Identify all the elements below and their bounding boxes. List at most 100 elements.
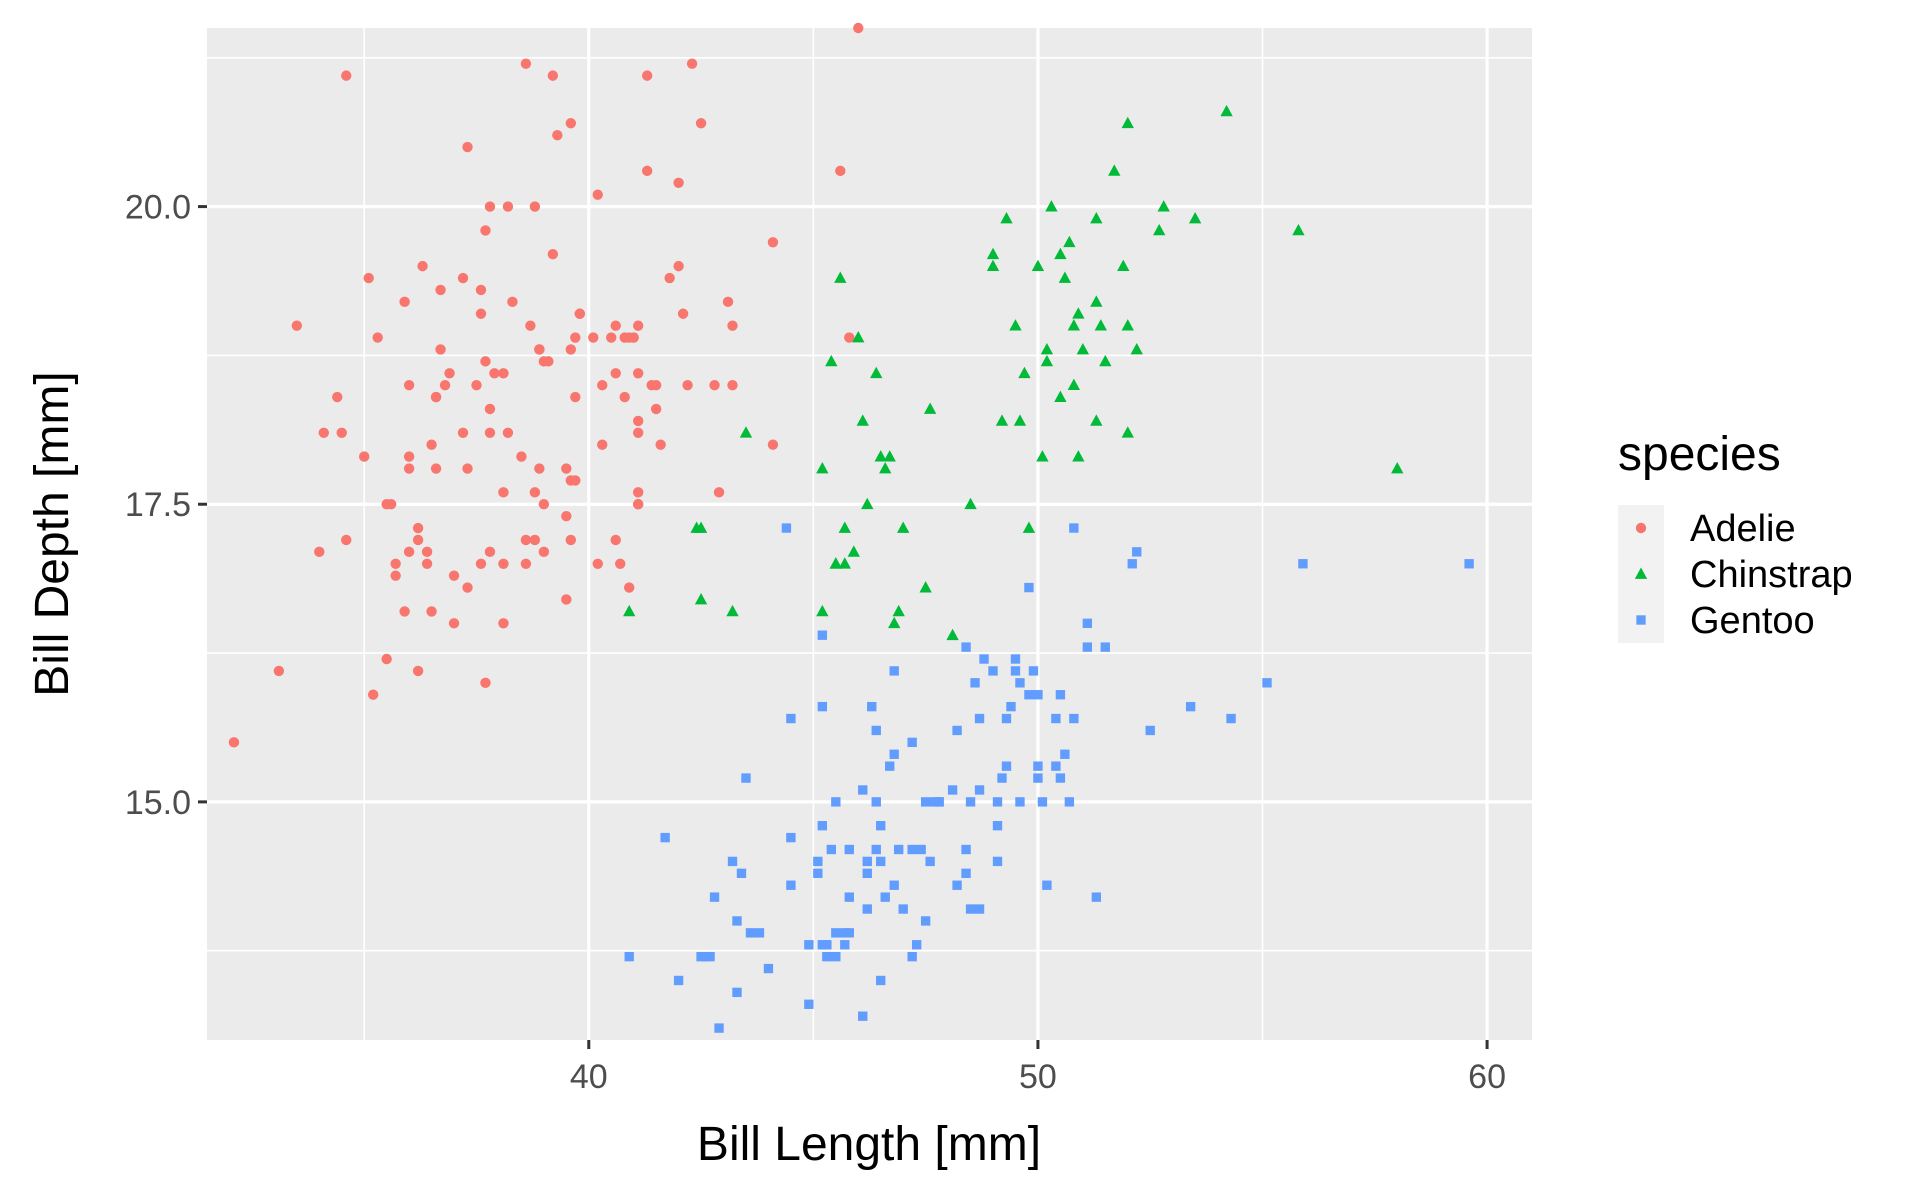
point-gentoo bbox=[885, 761, 895, 771]
point-adelie bbox=[318, 427, 329, 438]
point-gentoo bbox=[705, 951, 715, 962]
point-adelie bbox=[570, 391, 581, 403]
point-gentoo bbox=[871, 725, 881, 736]
point-adelie bbox=[650, 403, 662, 415]
point-adelie bbox=[502, 201, 514, 212]
point-gentoo bbox=[858, 1011, 868, 1021]
series-adelie bbox=[228, 22, 864, 748]
point-adelie bbox=[314, 546, 325, 558]
point-adelie bbox=[332, 391, 343, 403]
point-adelie bbox=[610, 534, 621, 546]
point-gentoo bbox=[1132, 547, 1142, 557]
series-gentoo bbox=[624, 523, 1474, 1033]
point-adelie bbox=[520, 558, 532, 569]
point-gentoo bbox=[1024, 690, 1034, 700]
point-adelie bbox=[421, 558, 433, 569]
point-gentoo bbox=[1001, 761, 1012, 771]
point-adelie bbox=[498, 368, 509, 379]
point-gentoo bbox=[1033, 690, 1043, 700]
point-adelie bbox=[336, 427, 347, 438]
point-gentoo bbox=[1298, 559, 1308, 569]
point-adelie bbox=[273, 665, 285, 677]
point-chinstrap bbox=[995, 414, 1009, 426]
point-adelie bbox=[403, 463, 415, 474]
point-chinstrap bbox=[1072, 307, 1085, 319]
point-chinstrap bbox=[1220, 104, 1233, 117]
point-gentoo bbox=[961, 642, 971, 652]
point-adelie bbox=[439, 379, 451, 391]
point-adelie bbox=[632, 368, 644, 379]
point-adelie bbox=[561, 463, 572, 474]
point-gentoo bbox=[952, 725, 962, 736]
point-chinstrap bbox=[1117, 259, 1130, 271]
point-chinstrap bbox=[923, 402, 937, 414]
point-adelie bbox=[722, 296, 734, 308]
point-adelie bbox=[399, 606, 410, 617]
legend-marker-gentoo bbox=[1636, 615, 1646, 625]
point-gentoo bbox=[1100, 642, 1110, 652]
point-adelie bbox=[507, 296, 518, 308]
point-gentoo bbox=[727, 856, 738, 867]
point-adelie bbox=[538, 546, 550, 558]
point-gentoo bbox=[1033, 773, 1043, 783]
point-adelie bbox=[480, 225, 491, 236]
point-adelie bbox=[372, 332, 383, 343]
point-gentoo bbox=[916, 844, 926, 855]
point-gentoo bbox=[876, 975, 886, 986]
point-adelie bbox=[426, 439, 437, 450]
point-chinstrap bbox=[888, 616, 901, 629]
point-gentoo bbox=[979, 654, 989, 664]
point-gentoo bbox=[1145, 725, 1155, 736]
point-gentoo bbox=[822, 951, 832, 962]
point-chinstrap bbox=[739, 426, 753, 438]
point-gentoo bbox=[1127, 559, 1137, 569]
point-adelie bbox=[367, 689, 379, 700]
point-adelie bbox=[498, 558, 509, 569]
point-gentoo bbox=[970, 678, 980, 688]
point-chinstrap bbox=[919, 581, 932, 593]
x-tick-labels: 40 50 60 bbox=[570, 1058, 1506, 1096]
point-adelie bbox=[673, 260, 684, 272]
point-chinstrap bbox=[1040, 354, 1054, 367]
point-gentoo bbox=[831, 951, 841, 962]
y-tick-label: 17.5 bbox=[125, 486, 191, 524]
point-adelie bbox=[606, 332, 617, 343]
point-chinstrap bbox=[1018, 366, 1031, 379]
point-gentoo bbox=[844, 844, 854, 855]
point-gentoo bbox=[965, 797, 976, 807]
series-chinstrap bbox=[623, 104, 1404, 641]
point-chinstrap bbox=[1157, 200, 1170, 212]
point-gentoo bbox=[1033, 761, 1043, 771]
point-adelie bbox=[462, 463, 473, 474]
point-gentoo bbox=[907, 737, 917, 748]
point-gentoo bbox=[826, 844, 837, 855]
point-chinstrap bbox=[1121, 426, 1134, 438]
point-gentoo bbox=[947, 785, 958, 795]
y-tick-label: 20.0 bbox=[125, 189, 191, 227]
point-chinstrap bbox=[1090, 414, 1103, 426]
point-gentoo bbox=[907, 844, 917, 855]
point-gentoo bbox=[786, 832, 796, 843]
point-chinstrap bbox=[1036, 450, 1049, 462]
point-chinstrap bbox=[861, 497, 874, 510]
point-gentoo bbox=[624, 951, 634, 962]
point-gentoo bbox=[871, 844, 881, 855]
point-adelie bbox=[502, 427, 514, 438]
point-gentoo bbox=[889, 666, 899, 676]
point-gentoo bbox=[763, 963, 774, 974]
point-adelie bbox=[592, 189, 603, 200]
point-adelie bbox=[592, 558, 603, 569]
y-tick-label: 15.0 bbox=[125, 784, 191, 822]
point-gentoo bbox=[813, 856, 823, 867]
point-adelie bbox=[480, 356, 491, 367]
point-adelie bbox=[403, 546, 415, 558]
point-gentoo bbox=[911, 940, 922, 950]
legend-label-gentoo: Gentoo bbox=[1690, 600, 1815, 642]
point-adelie bbox=[695, 118, 707, 129]
point-adelie bbox=[399, 296, 410, 308]
point-gentoo bbox=[1055, 773, 1066, 783]
point-chinstrap bbox=[946, 628, 959, 641]
point-adelie bbox=[664, 272, 675, 284]
point-gentoo bbox=[1064, 797, 1075, 807]
point-chinstrap bbox=[1031, 259, 1045, 271]
